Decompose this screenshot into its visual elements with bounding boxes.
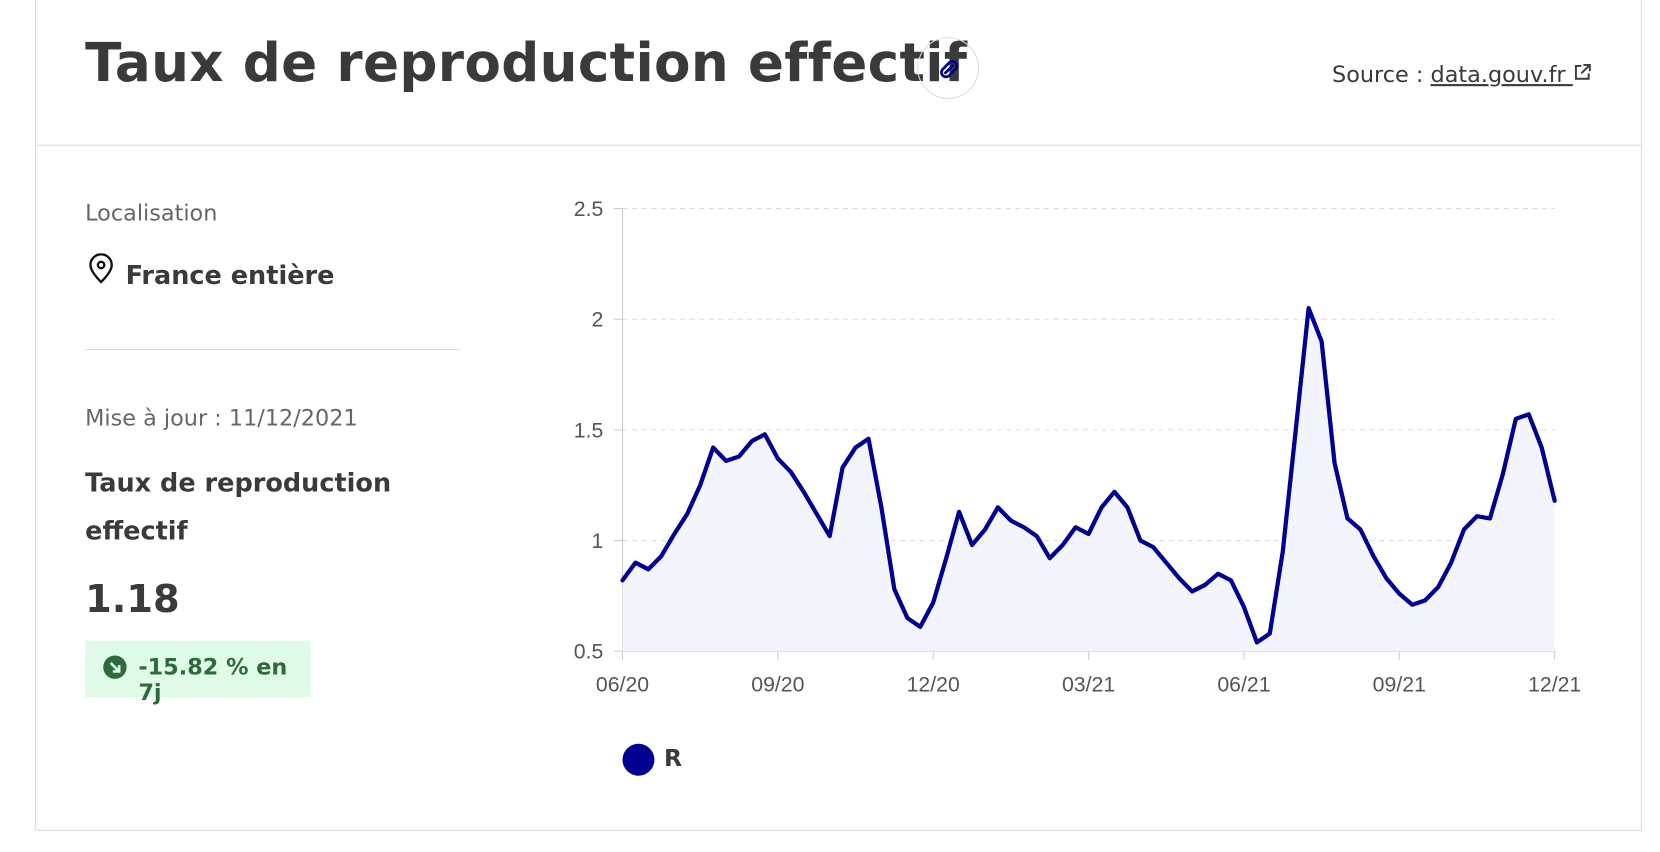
x-tick-label: 12/21	[1528, 673, 1581, 697]
source-link-text[interactable]: data.gouv.fr	[1430, 61, 1566, 88]
chart: 0.5 1 1.5 2 2.5 06/20 09/20 12/20 03/21 06/21 09/2…	[574, 197, 1581, 697]
location-label: Localisation	[85, 200, 218, 226]
down-icon	[103, 655, 127, 679]
x-tick-label: 06/20	[596, 673, 649, 697]
y-tick-label: 2.5	[574, 197, 604, 221]
x-tick-label: 12/20	[907, 673, 960, 697]
change-text: -15.82 % en 7j	[138, 654, 288, 706]
source-link[interactable]: data.gouv.fr	[1430, 61, 1592, 88]
y-tick-label: 1.5	[574, 418, 604, 442]
line	[620, 306, 1557, 645]
legend-label: R	[663, 745, 683, 773]
area	[622, 308, 1555, 652]
legend-swatch	[622, 743, 655, 776]
external-icon	[1574, 63, 1591, 80]
x-tick-label: 09/20	[751, 673, 804, 697]
source-label: Source :	[1332, 61, 1424, 88]
location: France entière	[125, 260, 335, 291]
y-tick-label: 1	[592, 529, 604, 553]
indicator-value: 1.18	[85, 577, 180, 622]
pin-icon	[89, 253, 113, 284]
card	[35, 0, 1642, 832]
y-tick-label: 2	[592, 308, 604, 332]
change-badge: -15.82 % en 7j	[85, 640, 311, 705]
divider	[85, 349, 460, 351]
indicator-label: Taux de reproduction effectif	[85, 468, 392, 546]
x-tick-label: 03/21	[1062, 673, 1115, 697]
copy-link-button[interactable]	[917, 37, 979, 99]
x-tick-label: 09/21	[1373, 673, 1426, 697]
updated-date: Mise à jour : 11/12/2021	[85, 405, 358, 431]
page-title: Taux de reproduction effectif	[85, 31, 968, 94]
y-tick-label: 0.5	[574, 640, 604, 664]
link-icon	[940, 60, 959, 79]
x-tick-label: 06/21	[1217, 673, 1270, 697]
divider	[35, 144, 1641, 146]
source: Source : data.gouv.fr	[1332, 61, 1592, 88]
